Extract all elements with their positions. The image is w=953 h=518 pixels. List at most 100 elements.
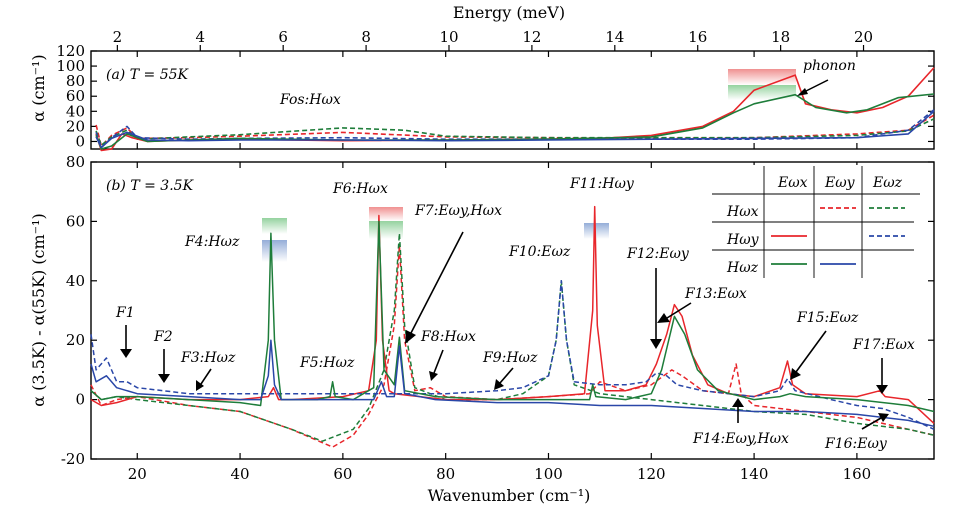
f17-arrowhead [876, 385, 888, 394]
panel-a-y-label: α (cm⁻¹) [29, 54, 48, 121]
phonon-label: phonon [803, 58, 856, 74]
f13-arrow [666, 302, 692, 319]
f2-label: F2 [153, 329, 173, 345]
f5-label: F5:Hωz [299, 355, 355, 371]
series-line [95, 118, 935, 146]
f7-arrow [410, 231, 464, 334]
energy-tick-label: 10 [439, 28, 458, 46]
panel-a: (a) T = 55K Fos:Hωx phonon [90, 50, 935, 152]
panel-b-series [90, 205, 935, 448]
y-tick-label: 120 [56, 42, 85, 60]
f17-label: F17:Eωx [852, 337, 915, 353]
f2-arrowhead [158, 374, 170, 383]
series-line [90, 280, 935, 430]
x-tick-label: 100 [534, 465, 563, 483]
energy-tick-label: 20 [854, 28, 873, 46]
legend-col-ex: Eωx [777, 175, 808, 191]
f4-blue-band [262, 240, 287, 262]
f6-label: F6:Hωx [332, 181, 388, 197]
series-line [95, 93, 935, 150]
f16-arrow [861, 417, 882, 430]
panel-b-y-label: α (3.5K) - α(55K) (cm⁻¹) [29, 213, 48, 407]
feature-arrows [125, 231, 883, 430]
series-line [95, 109, 935, 149]
y-tick-label: 40 [66, 272, 85, 290]
f15-arrowhead [790, 368, 801, 380]
x-axis-label: Wavenumber (cm⁻¹) [428, 486, 591, 505]
f15-label: F15:Eωz [796, 310, 859, 326]
f7-label: F7:Eωy,Hωx [414, 203, 502, 219]
x-tick-label: 60 [333, 465, 352, 483]
y-tick-label: 60 [66, 212, 85, 230]
energy-tick-label: 14 [605, 28, 624, 46]
f8-arrowhead [429, 371, 438, 381]
energy-tick-label: 16 [688, 28, 707, 46]
panel-b-label: (b) T = 3.5K [106, 178, 195, 194]
x-tick-label: 40 [231, 465, 250, 483]
y-tick-label: 100 [56, 57, 85, 75]
f1-label: F1 [115, 305, 135, 321]
energy-tick-label: 2 [113, 28, 123, 46]
f11-blue-band [584, 223, 609, 239]
series-line [95, 110, 935, 149]
series-line [90, 339, 935, 428]
legend-swatches [771, 207, 905, 265]
x-tick-label: 120 [637, 465, 666, 483]
y-tick-label: 40 [66, 102, 85, 120]
f8-arrow [433, 349, 444, 374]
f9-arrow [499, 367, 514, 384]
panel-a-frame [90, 50, 935, 150]
phonon-arrowhead [797, 88, 808, 96]
f16-arrowhead [878, 413, 889, 422]
legend-background [712, 165, 924, 278]
f3-arrowhead [196, 380, 204, 391]
y-tick-label: 80 [66, 153, 85, 171]
y-tick-label: 60 [66, 87, 85, 105]
f14-label: F14:Eωy,Hωx [692, 431, 789, 447]
f1-arrowhead [120, 349, 132, 358]
f3-arrow [200, 368, 212, 385]
f14-arrowhead [732, 398, 744, 407]
y-tick-label: 20 [66, 331, 85, 349]
x-tick-label: 20 [128, 465, 147, 483]
f3-label: F3:Hωz [180, 350, 236, 366]
panel-b-frame [90, 161, 935, 460]
f15-arrow [795, 330, 827, 373]
y-tick-label: -20 [61, 450, 85, 468]
f4-green-band [262, 218, 287, 234]
energy-tick-label: 6 [278, 28, 288, 46]
f4-label: F4:Hωz [184, 234, 240, 250]
series-line [90, 205, 935, 424]
energy-tick-label: 8 [361, 28, 371, 46]
f12-arrowhead [650, 339, 662, 349]
f13-label: F13:Eωx [684, 286, 747, 302]
f10-label: F10:Eωz [508, 244, 571, 260]
top-axis-label: Energy (meV) [453, 3, 565, 22]
energy-tick-label: 4 [195, 28, 205, 46]
y-tick-label: 80 [66, 72, 85, 90]
f13-arrowhead [657, 313, 670, 323]
f12-label: F12:Eωy [626, 246, 690, 262]
series-line [95, 114, 935, 147]
f8-label: F8:Hωx [420, 329, 476, 345]
f6-red-band [369, 207, 403, 221]
y-tick-label: 20 [66, 117, 85, 135]
f9-label: F9:Hωz [482, 350, 538, 366]
y-tick-label: 0 [75, 132, 85, 150]
energy-tick-label: 18 [771, 28, 790, 46]
feature-arrowheads [120, 313, 889, 422]
legend-grid [712, 166, 920, 278]
legend-row-hx: Hωx [726, 204, 759, 220]
legend-table: Eωx Eωy Eωz Hωx Hωy Hωz [712, 165, 924, 278]
f16-label: F16:Eωy [824, 436, 888, 452]
panel-a-series [95, 67, 935, 152]
f7-arrowhead [405, 330, 416, 344]
panel-a-label: (a) T = 55K [106, 67, 190, 83]
f9-arrowhead [494, 379, 504, 390]
x-tick-label: 140 [740, 465, 769, 483]
legend-col-ez: Eωz [872, 175, 903, 191]
legend-row-hy: Hωy [726, 232, 760, 248]
legend-col-ey: Eωy [824, 175, 856, 191]
